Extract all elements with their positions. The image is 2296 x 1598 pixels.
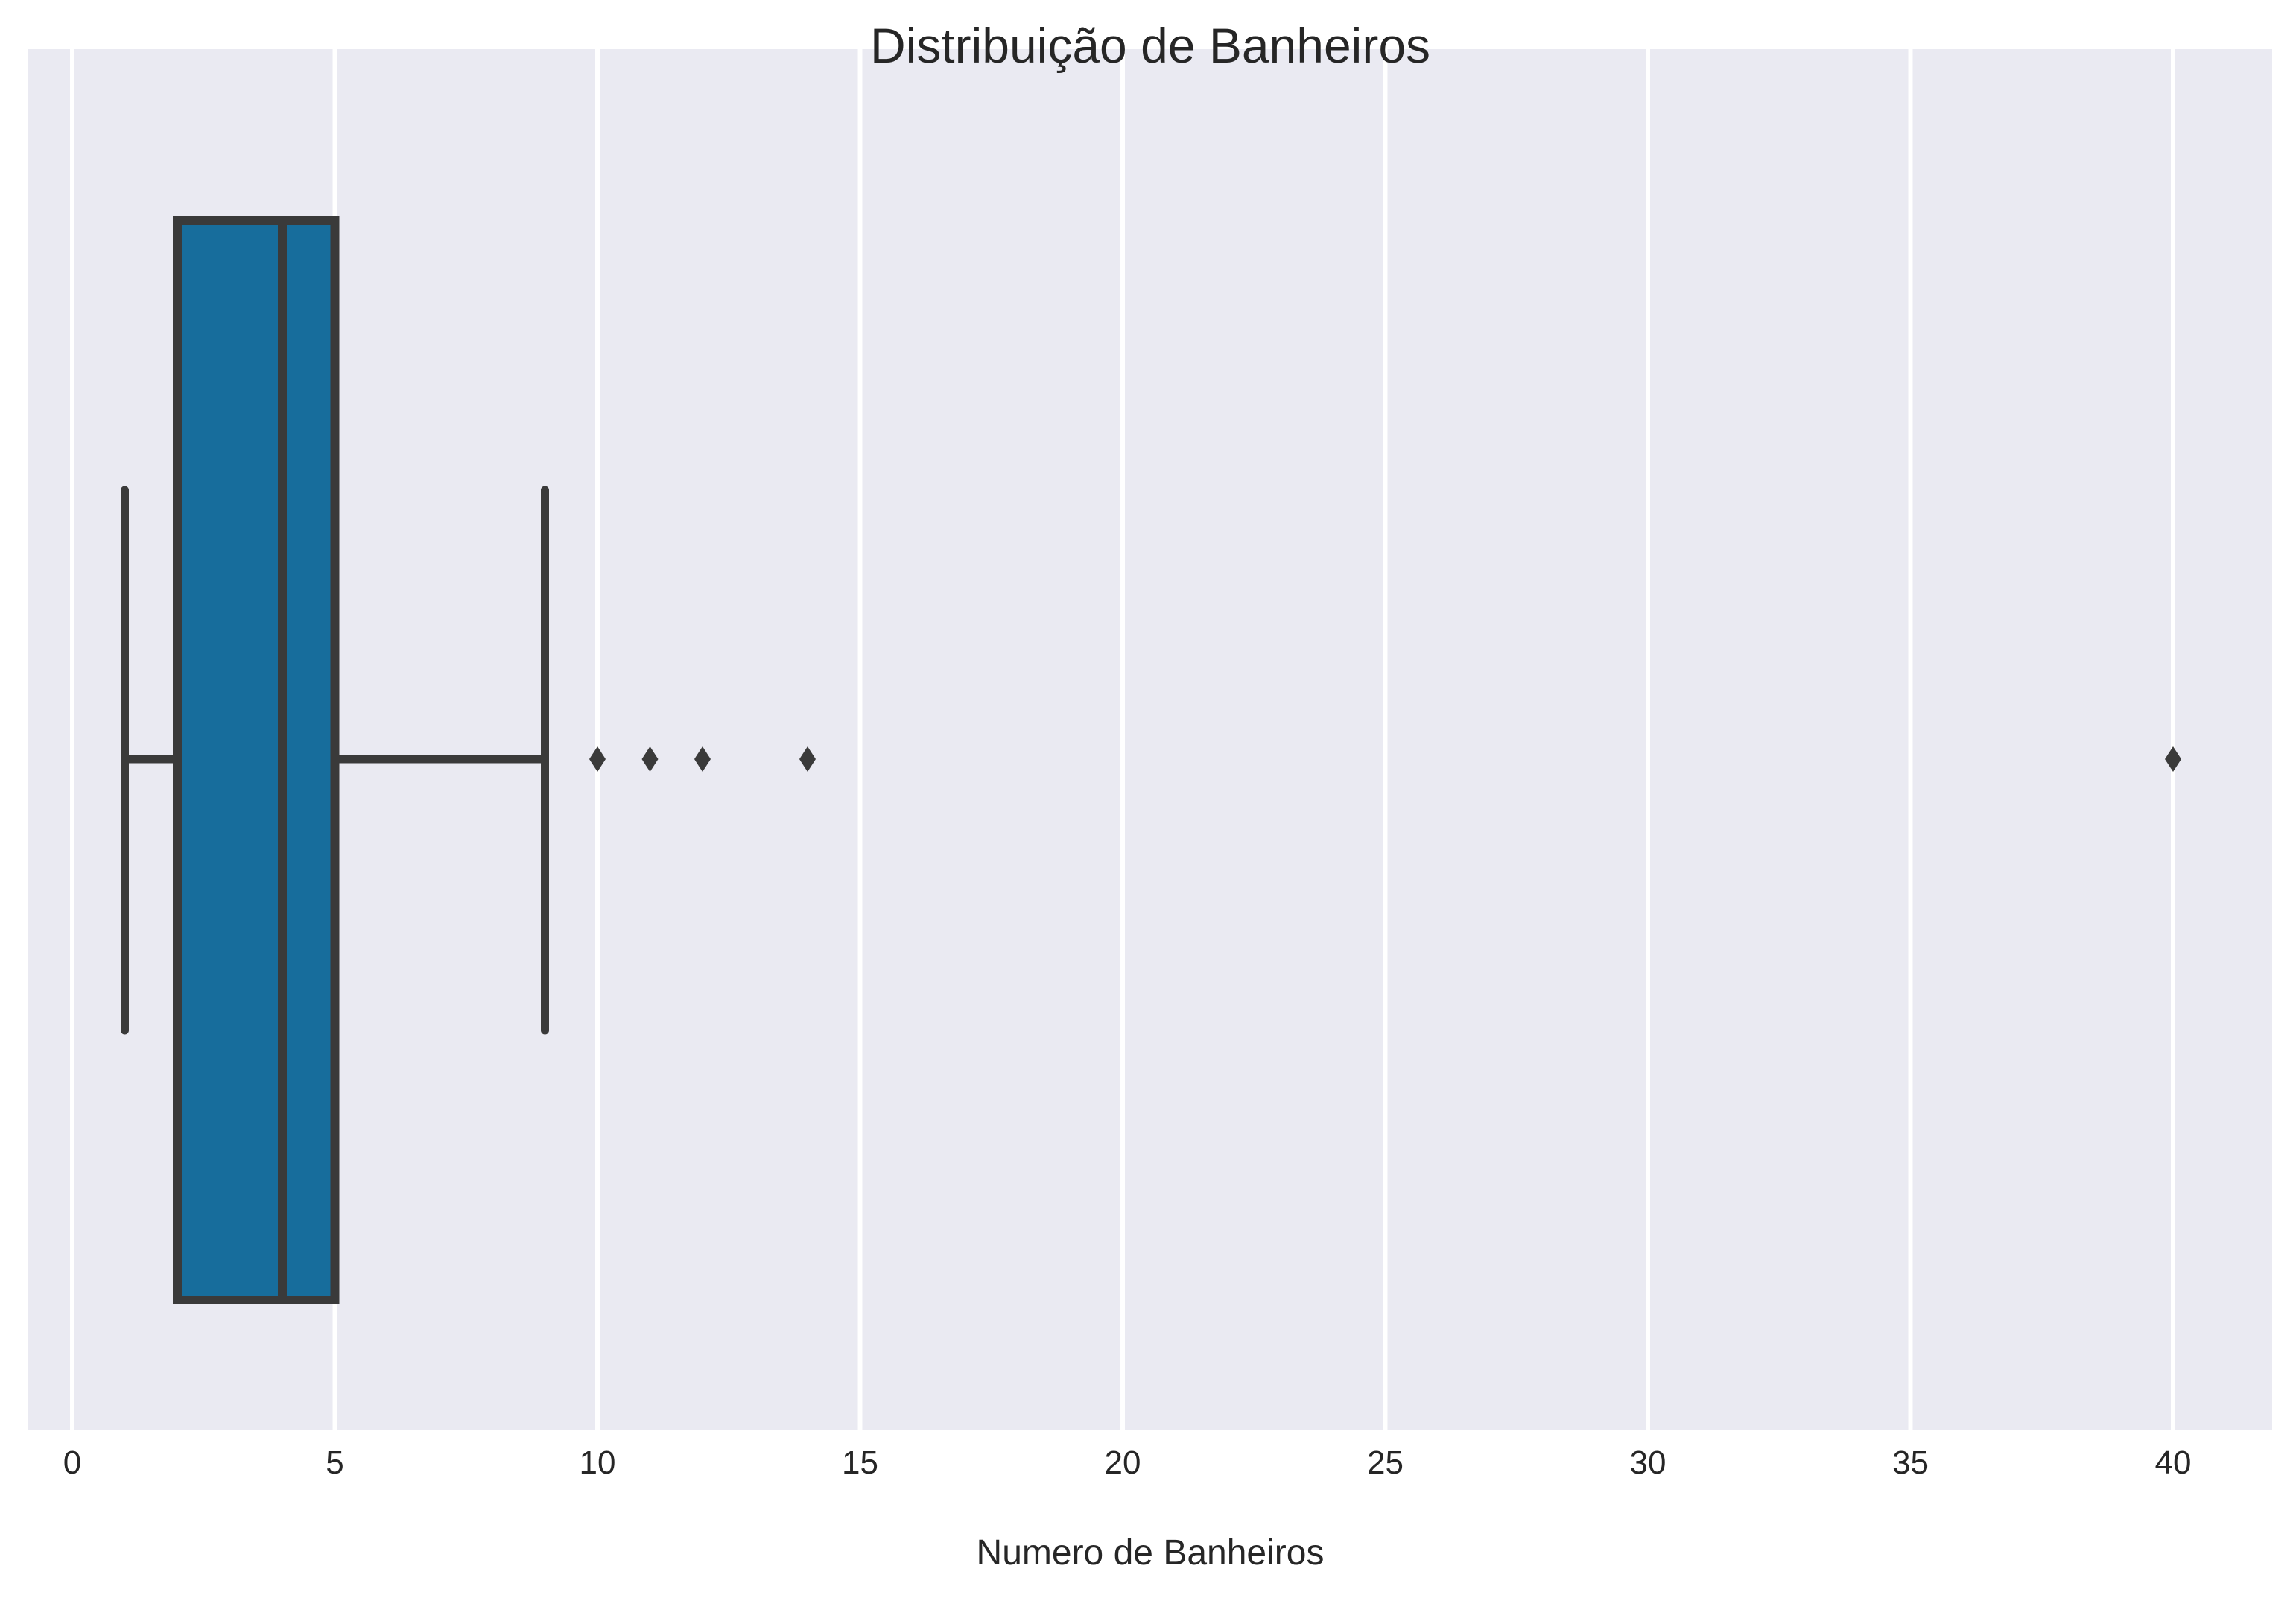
x-tick-label-5: 5 (326, 1445, 343, 1481)
outlier-point-11 (641, 746, 659, 772)
x-axis-ticks: 0 5 10 15 20 25 30 35 40 (63, 1445, 2192, 1481)
chart-title: Distribuição de Banheiros (870, 18, 1430, 73)
boxplot (121, 216, 549, 1304)
x-tick-label-10: 10 (580, 1445, 616, 1481)
plot-background (28, 49, 2272, 1430)
outlier-point-14 (799, 746, 816, 772)
x-tick-label-0: 0 (63, 1445, 81, 1481)
x-tick-label-25: 25 (1367, 1445, 1404, 1481)
x-tick-label-15: 15 (842, 1445, 878, 1481)
outlier-point-12 (694, 746, 711, 772)
outlier-point-10 (589, 746, 606, 772)
x-tick-label-35: 35 (1892, 1445, 1929, 1481)
outlier-point-40 (2165, 746, 2181, 772)
x-axis-label: Numero de Banheiros (977, 1533, 1325, 1573)
iqr-box (173, 216, 340, 1304)
x-tick-label-30: 30 (1630, 1445, 1666, 1481)
x-tick-label-40: 40 (2155, 1445, 2192, 1481)
x-tick-label-20: 20 (1105, 1445, 1141, 1481)
outlier-points (589, 746, 2181, 772)
